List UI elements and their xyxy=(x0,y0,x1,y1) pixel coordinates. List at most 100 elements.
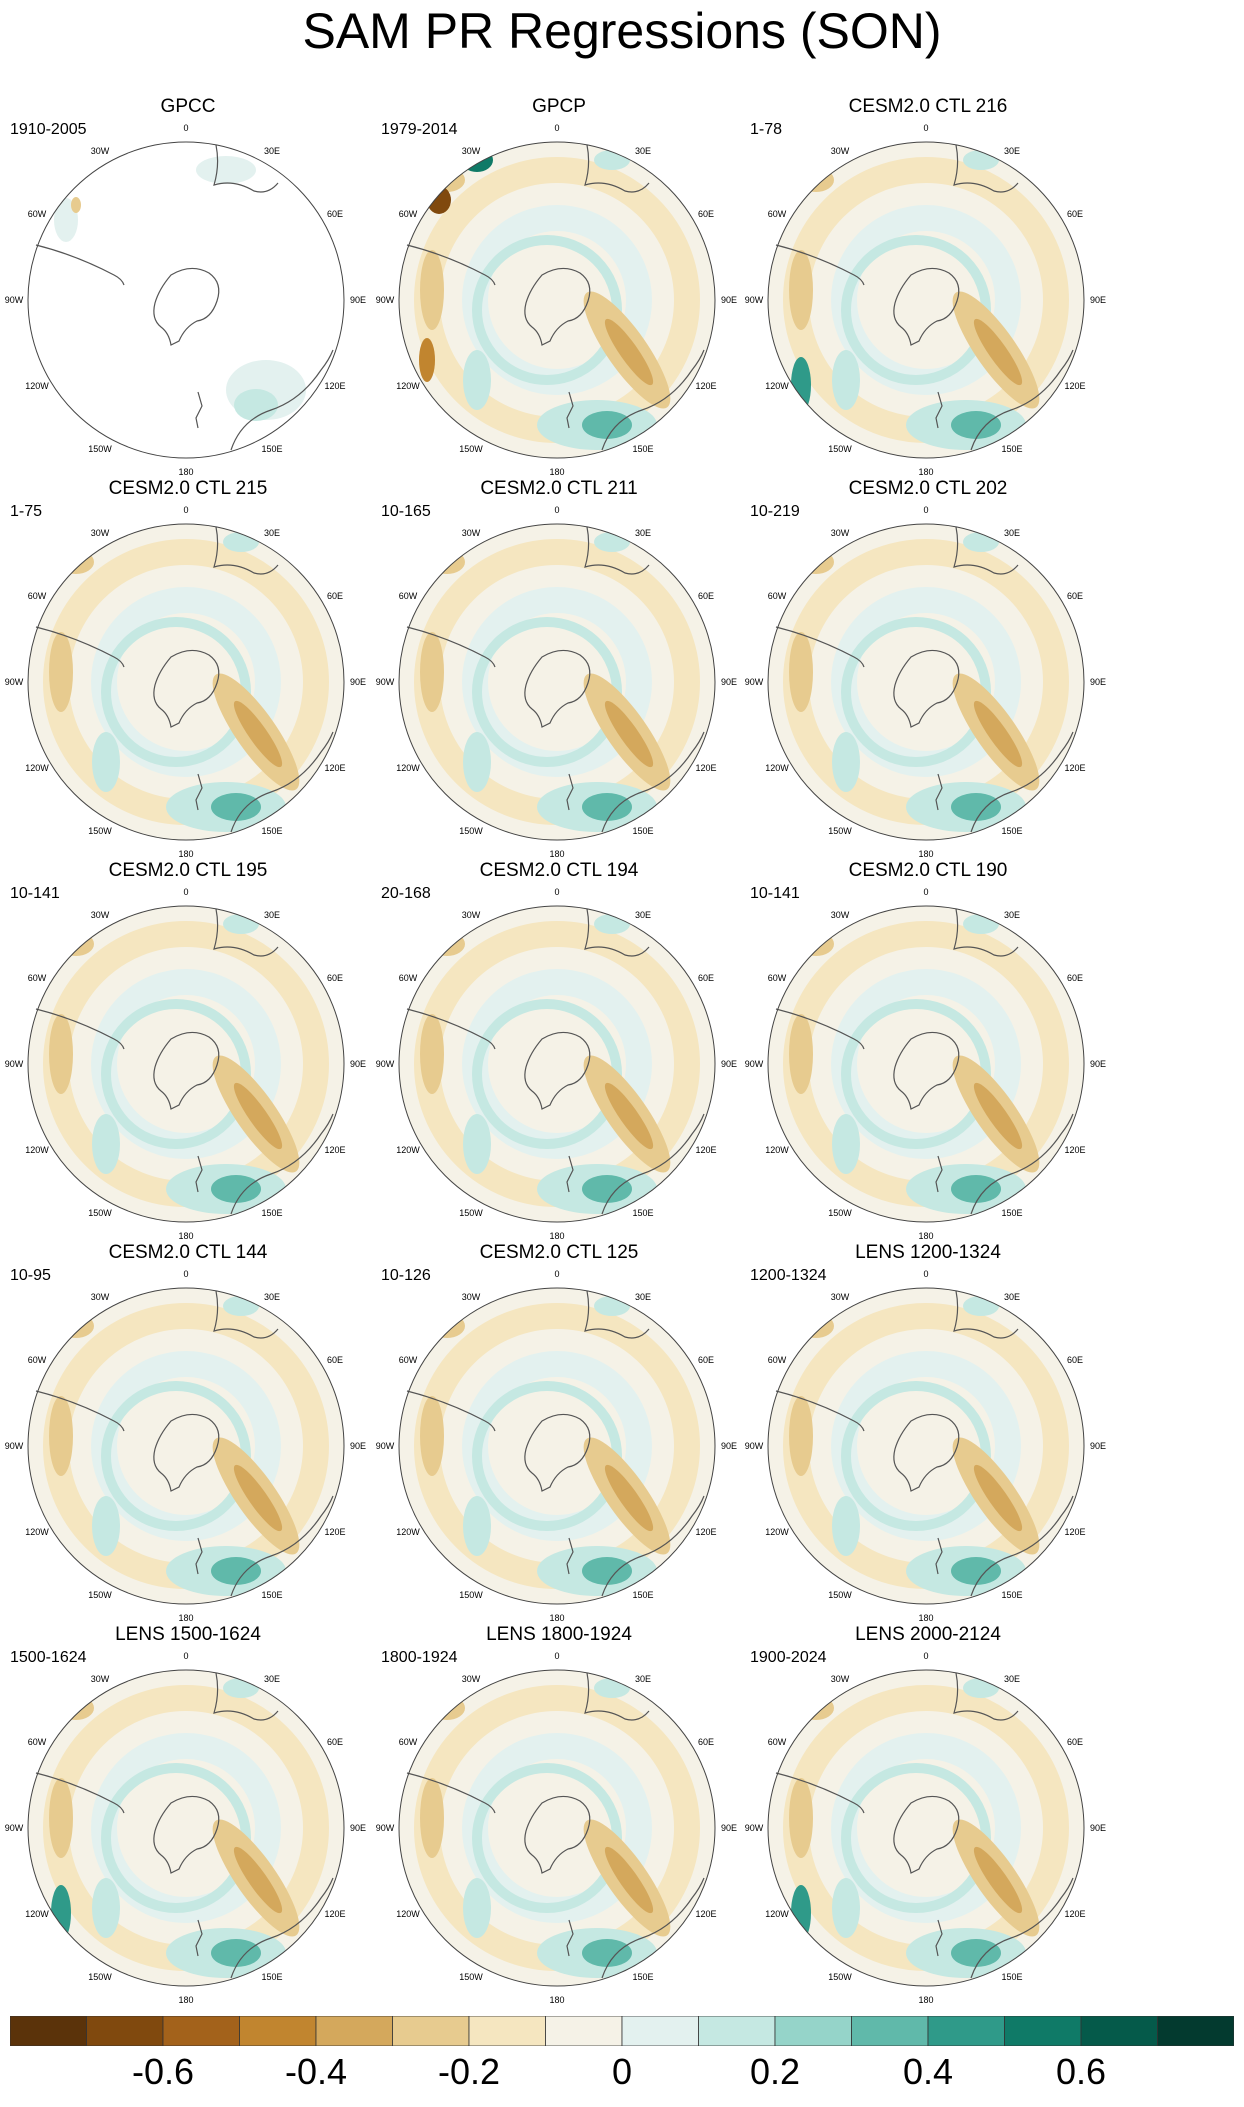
south-america-coastline xyxy=(35,1772,125,1814)
antarctica-coastline xyxy=(153,1795,220,1874)
antarctica-coastline xyxy=(153,1031,220,1110)
lon-label-90w: 90W xyxy=(376,1823,395,1833)
africa-coastline xyxy=(213,1672,279,1721)
south-america-coastline xyxy=(775,244,865,286)
lon-label-30e: 30E xyxy=(635,1674,651,1684)
lon-label-0: 0 xyxy=(554,1269,559,1279)
antarctica-coastline xyxy=(153,1413,220,1492)
panel-title: CESM2.0 CTL 215 xyxy=(108,478,268,499)
lon-label-30e: 30E xyxy=(1004,1292,1020,1302)
map-panel: GPCP 0 30E 60E 90E 120E 150E 180 150W 120W 90W 60W 3… xyxy=(369,96,749,480)
lon-label-60e: 60E xyxy=(1067,1355,1083,1365)
lon-label-60w: 60W xyxy=(399,973,418,983)
lon-label-0: 0 xyxy=(183,505,188,515)
africa-coastline xyxy=(213,526,279,575)
lon-label-150w: 150W xyxy=(459,826,483,836)
lon-label-60w: 60W xyxy=(399,1737,418,1747)
lon-label-60e: 60E xyxy=(698,1737,714,1747)
new-zealand-coastline xyxy=(566,391,574,429)
lon-label-150w: 150W xyxy=(88,1208,112,1218)
lon-label-180: 180 xyxy=(178,467,193,477)
field-shading xyxy=(399,906,715,1222)
field-shading xyxy=(768,1288,1084,1604)
colorbar-swatch xyxy=(315,2016,393,2046)
polar-map: 0 30E 60E 90E 120E 150E 180 150W 120W 90W 60W 30W xyxy=(376,123,737,477)
lon-label-90w: 90W xyxy=(376,677,395,687)
lon-label-150e: 150E xyxy=(1001,1208,1022,1218)
field-shading xyxy=(399,1288,715,1604)
antarctica-coastline xyxy=(153,267,220,346)
field-shading xyxy=(28,1670,344,1986)
lon-label-180: 180 xyxy=(549,1231,564,1241)
panel-title: GPCP xyxy=(532,96,586,117)
lon-label-60e: 60E xyxy=(1067,209,1083,219)
lon-label-180: 180 xyxy=(178,849,193,859)
lon-label-30w: 30W xyxy=(91,146,110,156)
lon-label-150w: 150W xyxy=(459,1590,483,1600)
lon-label-60e: 60E xyxy=(327,209,343,219)
lon-label-60w: 60W xyxy=(28,973,47,983)
lon-label-60e: 60E xyxy=(1067,1737,1083,1747)
lon-label-90e: 90E xyxy=(1090,295,1106,305)
map-panel: CESM2.0 CTL 211 0 30E 60E 90E 120E 150E 180 150W… xyxy=(369,478,749,862)
lon-label-90w: 90W xyxy=(5,677,24,687)
lon-label-180: 180 xyxy=(178,1231,193,1241)
lon-label-0: 0 xyxy=(923,1269,928,1279)
lon-label-60w: 60W xyxy=(28,1737,47,1747)
map-panel: CESM2.0 CTL 216 0 30E 60E 90E 120E 150E 180 150W… xyxy=(738,96,1118,480)
colorbar-tick-label: 0.6 xyxy=(1055,2051,1107,2092)
lon-label-60e: 60E xyxy=(1067,973,1083,983)
lon-label-60w: 60W xyxy=(28,1355,47,1365)
antarctica-coastline xyxy=(524,1031,591,1110)
lon-label-90w: 90W xyxy=(745,1059,764,1069)
lon-label-120e: 120E xyxy=(1064,763,1085,773)
polar-map: 0 30E 60E 90E 120E 150E 180 150W 120W 90W 60W 30W xyxy=(376,1651,737,2005)
new-zealand-coastline xyxy=(195,391,203,429)
south-america-coastline xyxy=(35,1008,125,1050)
australia-coastline xyxy=(601,731,705,833)
lon-label-120e: 120E xyxy=(695,381,716,391)
lon-label-120w: 120W xyxy=(396,1527,420,1537)
lon-label-90w: 90W xyxy=(376,1059,395,1069)
lon-label-0: 0 xyxy=(183,123,188,133)
colorbar xyxy=(10,2016,1234,2046)
map-panel: CESM2.0 CTL 194 0 30E 60E 90E 120E 150E 180 150W… xyxy=(369,860,749,1244)
lon-label-0: 0 xyxy=(183,887,188,897)
map-panel: CESM2.0 CTL 195 0 30E 60E 90E 120E 150E 180 150W… xyxy=(0,860,378,1244)
south-america-coastline xyxy=(775,626,865,668)
africa-coastline xyxy=(953,908,1019,957)
lon-label-120e: 120E xyxy=(324,1527,345,1537)
lon-label-180: 180 xyxy=(178,1995,193,2005)
colorbar-swatch xyxy=(1080,2016,1158,2046)
lon-label-150w: 150W xyxy=(828,1208,852,1218)
lon-label-0: 0 xyxy=(554,1651,559,1661)
colorbar-tick-label: 0.4 xyxy=(902,2051,954,2092)
antarctica-coastline xyxy=(893,1413,960,1492)
lon-label-0: 0 xyxy=(183,1269,188,1279)
field-shading xyxy=(28,524,344,840)
colorbar-labels: -0.6 -0.4 -0.2 0 0.2 0.4 0.6 xyxy=(0,2050,1244,2100)
map-boundary xyxy=(398,1669,716,1987)
lon-label-150e: 150E xyxy=(261,1972,282,1982)
field-shading xyxy=(399,142,715,458)
lon-label-150w: 150W xyxy=(828,1972,852,1982)
polar-map: 0 30E 60E 90E 120E 150E 180 150W 120W 90W 60W 30W xyxy=(5,887,366,1241)
map-boundary xyxy=(27,905,345,1223)
lon-label-90w: 90W xyxy=(5,295,24,305)
lon-label-30e: 30E xyxy=(264,1674,280,1684)
panel-period: 10-165 xyxy=(381,503,431,520)
map-panel: LENS 1200-1324 0 30E 60E 90E 120E 150E 180 150W 1… xyxy=(738,1242,1118,1626)
africa-coastline xyxy=(584,908,650,957)
polar-map: 0 30E 60E 90E 120E 150E 180 150W 120W 90W 60W 30W xyxy=(745,1269,1106,1623)
colorbar-swatch xyxy=(621,2016,699,2046)
map-panel: CESM2.0 CTL 144 0 30E 60E 90E 120E 150E 180 150W… xyxy=(0,1242,378,1626)
polar-map: 0 30E 60E 90E 120E 150E 180 150W 120W 90W 60W 30W xyxy=(745,505,1106,859)
lon-label-90w: 90W xyxy=(5,1441,24,1451)
panel-period: 1-78 xyxy=(750,121,783,138)
colorbar-svg xyxy=(10,2016,1234,2046)
lon-label-30e: 30E xyxy=(1004,528,1020,538)
colorbar-swatch xyxy=(468,2016,546,2046)
panel-title: LENS 2000-2124 xyxy=(855,1624,1001,1645)
panel-period: 10-141 xyxy=(750,885,800,902)
lon-label-120w: 120W xyxy=(765,381,789,391)
